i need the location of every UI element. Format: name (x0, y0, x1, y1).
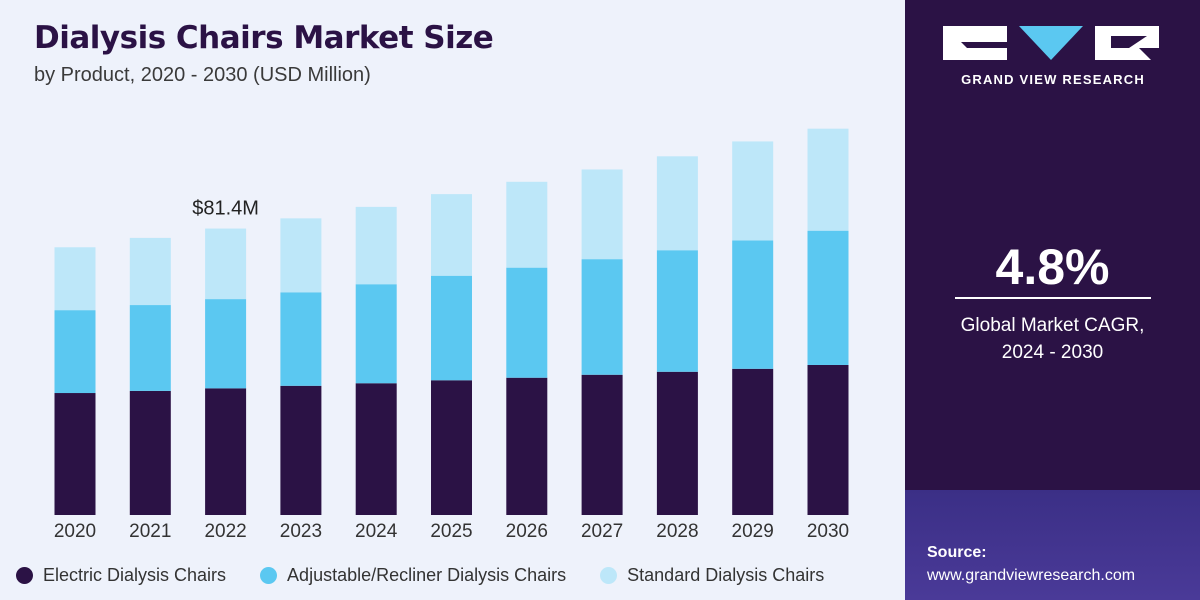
bar-2025-series-1 (431, 275, 472, 381)
cagr-label: Global Market CAGR, 2024 - 2030 (905, 312, 1200, 366)
x-tick-label-2024: 2024 (355, 521, 398, 542)
cagr-label-line1: Global Market CAGR, (960, 315, 1145, 336)
cagr-label-line2: 2024 - 2030 (1001, 342, 1104, 363)
bar-2030-series-0 (807, 364, 849, 515)
bar-2026-series-2 (506, 181, 548, 268)
bar-2029-series-0 (732, 368, 774, 515)
bar-2024-series-1 (355, 284, 397, 384)
bar-2022-series-0 (205, 388, 247, 515)
x-tick-label-2022: 2022 (204, 521, 246, 542)
decorative-pattern (905, 490, 1200, 600)
bar-2024-series-2 (355, 206, 397, 285)
info-panel: GRAND VIEW RESEARCH 4.8% Global Market C… (905, 0, 1200, 600)
bar-2026-series-0 (506, 377, 548, 515)
x-tick-label-2026: 2026 (506, 521, 548, 542)
chart-subtitle: by Product, 2020 - 2030 (USD Million) (34, 64, 371, 86)
bar-2028-series-1 (656, 250, 698, 372)
bar-2029-series-1 (732, 240, 774, 369)
bar-2027-series-2 (581, 169, 623, 260)
bar-2023-series-1 (280, 292, 322, 386)
cagr-value: 4.8% (995, 239, 1110, 295)
bar-2028-series-2 (656, 156, 698, 251)
gvr-logo (943, 22, 1163, 92)
bar-2026-series-1 (506, 267, 548, 378)
chart-panel: Dialysis Chairs Market Size by Product, … (0, 0, 905, 600)
bar-2022-series-2 (205, 228, 247, 300)
legend-swatch-standard (600, 566, 618, 584)
legend-swatch-adjustable (260, 566, 278, 584)
bar-2022-series-1 (205, 299, 247, 389)
bar-2029-series-2 (732, 141, 774, 241)
bar-2028-series-0 (656, 371, 698, 515)
x-tick-label-2027: 2027 (581, 521, 623, 542)
legend-item-adjustable: Adjustable/Recliner Dialysis Chairs (260, 565, 566, 586)
bar-2020-series-0 (54, 393, 96, 515)
x-tick-label-2023: 2023 (280, 521, 322, 542)
chart-legend: Electric Dialysis Chairs Adjustable/Recl… (16, 562, 858, 588)
legend-item-standard: Standard Dialysis Chairs (600, 565, 824, 586)
cagr-divider (955, 297, 1151, 299)
bar-2021-series-0 (129, 390, 171, 515)
bar-2030-series-1 (807, 230, 849, 365)
bar-2027-series-1 (581, 259, 623, 375)
x-tick-label-2021: 2021 (129, 521, 171, 542)
stacked-bar-chart: 2020 2021 $81.4M 2022 2023 2024 2025 2026 2027 20… (54, 128, 849, 542)
legend-swatch-electric (16, 566, 33, 584)
legend-item-electric: Electric Dialysis Chairs (16, 565, 226, 586)
bar-2020-series-2 (54, 247, 96, 311)
bar-2023-series-0 (280, 385, 322, 515)
source-link[interactable]: www.grandviewresearch.com (927, 567, 1136, 584)
data-label-2022: $81.4M (192, 198, 259, 220)
x-tick-label-2030: 2030 (807, 521, 849, 542)
brand-name: GRAND VIEW RESEARCH (961, 72, 1145, 87)
bar-2025-series-2 (431, 194, 472, 276)
bar-2021-series-2 (129, 237, 171, 306)
logo-mark-icon (943, 26, 1159, 60)
bar-2027-series-0 (581, 374, 623, 515)
x-tick-label-2029: 2029 (732, 521, 774, 542)
legend-label-electric: Electric Dialysis Chairs (43, 564, 227, 585)
bar-2020-series-1 (54, 310, 96, 394)
legend-label-standard: Standard Dialysis Chairs (627, 564, 825, 585)
x-tick-label-2025: 2025 (430, 521, 472, 542)
legend-label-adjustable: Adjustable/Recliner Dialysis Chairs (287, 564, 567, 585)
bar-2023-series-2 (280, 218, 322, 293)
x-tick-label-2020: 2020 (54, 521, 96, 542)
chart-title: Dialysis Chairs Market Size (34, 20, 494, 56)
bar-2025-series-0 (431, 380, 472, 515)
source-label: Source: (927, 544, 987, 561)
bar-2021-series-1 (129, 305, 171, 391)
bar-2030-series-2 (807, 128, 849, 231)
x-tick-label-2028: 2028 (656, 521, 698, 542)
bar-2024-series-0 (355, 383, 397, 515)
